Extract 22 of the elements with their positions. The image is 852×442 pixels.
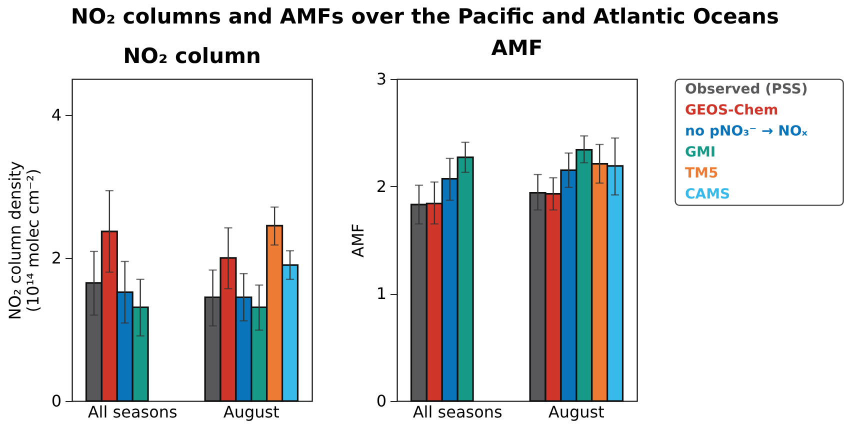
y-tick-label: 4 [51, 105, 62, 124]
y-axis-title: NO₂ column density (10¹⁴ molec cm⁻²) [5, 161, 42, 320]
x-tick-label: August [548, 402, 604, 422]
y-axis-title: AMF [348, 224, 368, 258]
text: NO₂ columns and AMFs over the Pacific and Atlantic Oceans [70, 4, 779, 28]
text: Observed (PSS) [685, 82, 808, 98]
x-tick-label: August [223, 402, 280, 422]
text: TM5 [685, 166, 718, 182]
y-tick-label: 0 [51, 392, 62, 410]
y-tick-label: 0 [376, 392, 386, 410]
y-tick-label: 1 [376, 284, 386, 304]
text: no pNO₃⁻ → NOₓ [685, 124, 808, 140]
text: GMI [685, 144, 716, 160]
chart-title: AMF [491, 36, 543, 60]
text: GEOS-Chem [685, 102, 778, 118]
chart-title: NO₂ column [123, 44, 261, 68]
x-tick-label: All seasons [88, 402, 178, 422]
x-tick-label: All seasons [412, 402, 502, 422]
y-tick-label: 2 [376, 176, 386, 196]
y-tick-label: 3 [376, 70, 386, 88]
text: CAMS [685, 186, 730, 202]
y-tick-label: 2 [51, 248, 62, 268]
